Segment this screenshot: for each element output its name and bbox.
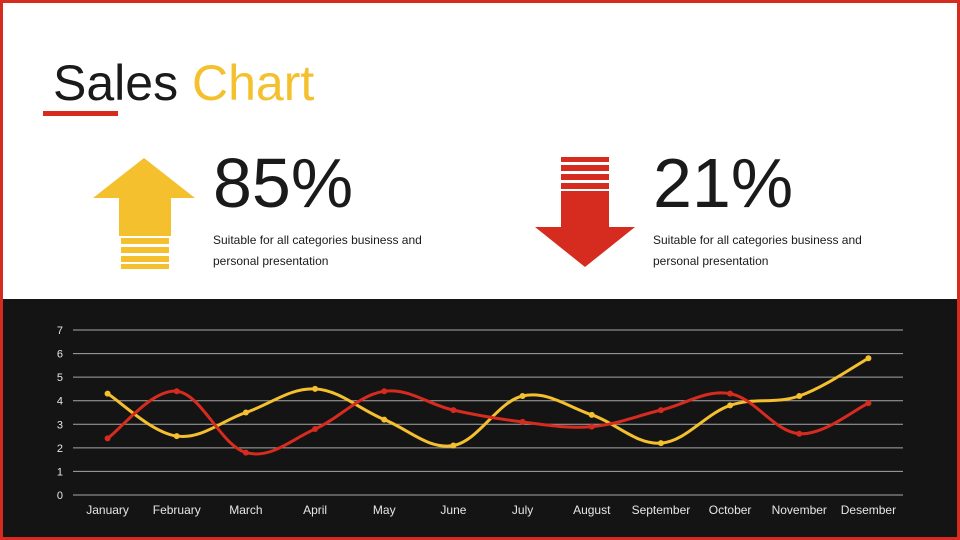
data-point (381, 416, 388, 423)
data-point (104, 390, 111, 397)
x-tick-label: May (373, 503, 396, 517)
y-tick-label: 4 (57, 396, 63, 408)
data-point (242, 449, 249, 456)
x-tick-label: March (229, 503, 262, 517)
y-tick-label: 7 (57, 325, 63, 337)
y-tick-label: 1 (57, 466, 63, 478)
x-tick-label: April (303, 503, 327, 517)
x-tick-label: October (709, 503, 752, 517)
y-tick-label: 2 (57, 443, 63, 455)
stat-description: Suitable for all categories business and… (653, 233, 862, 268)
line-chart: 0 1 2 3 4 5 6 7 January February March April May June… (57, 325, 903, 517)
data-point (450, 442, 457, 449)
data-point (727, 390, 734, 397)
data-point (104, 435, 111, 442)
up-arrow-icon (93, 158, 195, 269)
x-tick-label: July (512, 503, 533, 517)
data-point (173, 388, 180, 395)
y-tick-label: 5 (57, 372, 63, 384)
data-point (727, 402, 734, 409)
data-point (381, 388, 388, 395)
data-point (657, 407, 664, 414)
y-tick-label: 0 (57, 490, 63, 502)
chart-panel: 0 1 2 3 4 5 6 7 January February March April May June… (3, 299, 957, 537)
data-point (588, 411, 595, 418)
data-point (796, 430, 803, 437)
data-point (519, 393, 526, 399)
series-line (106, 389, 870, 456)
x-tick-label: Desember (841, 503, 896, 517)
data-point (588, 423, 595, 430)
stat-value: 21% (653, 144, 794, 222)
data-point (519, 418, 526, 425)
stat-card-up: 85% Suitable for all categories business… (213, 148, 453, 272)
x-tick-label: January (86, 503, 129, 517)
data-point (796, 393, 803, 399)
data-point (312, 426, 319, 432)
title-main: Sales (53, 55, 179, 111)
x-tick-label: August (573, 503, 611, 517)
stat-card-down: 21% Suitable for all categories business… (653, 148, 893, 272)
data-point (865, 400, 872, 407)
stat-value: 85% (213, 144, 354, 222)
x-tick-label: June (440, 503, 466, 517)
data-point (312, 385, 319, 392)
x-tick-label: November (772, 503, 827, 517)
slide-title: Sales Chart (53, 53, 314, 113)
down-arrow-icon (535, 157, 635, 267)
data-point (242, 409, 249, 416)
x-tick-label: February (153, 503, 201, 517)
y-tick-label: 3 (57, 419, 63, 431)
x-tick-label: September (632, 503, 691, 517)
data-point (657, 440, 664, 447)
data-point (450, 407, 457, 414)
data-point (865, 355, 872, 362)
data-point (173, 433, 180, 440)
title-underline (43, 111, 118, 116)
title-accent: Chart (191, 55, 315, 111)
y-tick-label: 6 (57, 349, 63, 361)
stat-description: Suitable for all categories business and… (213, 233, 422, 268)
